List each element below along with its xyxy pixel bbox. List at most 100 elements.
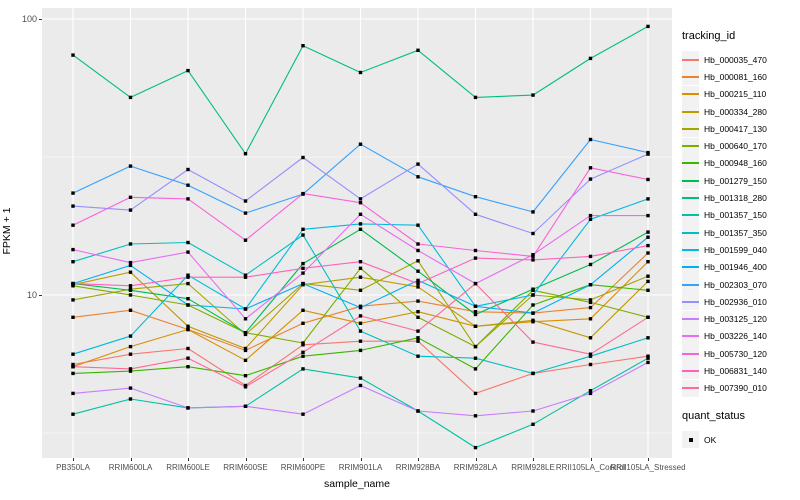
data-point	[358, 383, 363, 388]
legend-item-label: Hb_000035_470	[704, 54, 767, 65]
data-point	[301, 281, 305, 286]
data-point	[186, 365, 190, 369]
data-point	[243, 385, 248, 389]
data-point	[128, 95, 133, 100]
data-point	[416, 242, 420, 246]
legend-item: Hb_000081_160	[682, 68, 767, 86]
data-point	[128, 344, 133, 349]
data-point	[588, 317, 593, 321]
data-point	[243, 317, 248, 321]
legend-item: Hb_002936_010	[682, 293, 767, 311]
data-point	[588, 217, 593, 221]
data-point	[186, 281, 190, 286]
y-tick-mark	[39, 295, 42, 296]
data-point	[588, 391, 593, 396]
data-point	[358, 266, 363, 270]
legend-item: Hb_001946_400	[682, 258, 767, 276]
data-point	[646, 243, 650, 248]
data-point	[416, 354, 420, 358]
y-tick-mark	[39, 19, 42, 20]
legend-item: Hb_005730_120	[682, 345, 767, 363]
legend-key-box	[682, 241, 699, 259]
legend-item-label: Hb_001357_350	[704, 227, 767, 238]
data-point	[128, 308, 133, 312]
data-point	[646, 356, 650, 360]
data-point	[473, 248, 478, 253]
legend-key-box	[682, 362, 699, 380]
data-point	[186, 303, 190, 307]
data-point	[358, 212, 363, 216]
data-point	[358, 348, 363, 353]
legend-key-box	[682, 327, 699, 345]
data-point	[473, 212, 478, 216]
data-point	[416, 329, 420, 333]
legend-item-label: Hb_003125_120	[704, 314, 767, 325]
data-point	[301, 261, 305, 266]
legend-item: Hb_000035_470	[682, 51, 767, 69]
plot-area	[42, 8, 672, 458]
data-point	[416, 285, 420, 289]
data-point	[416, 336, 420, 340]
data-point	[473, 367, 478, 371]
x-tick-label: RRII105LA_Control	[555, 463, 626, 472]
data-point	[301, 350, 305, 354]
x-tick-mark	[130, 458, 132, 461]
data-point	[71, 352, 75, 356]
line-swatch-icon	[682, 162, 699, 165]
data-point	[301, 343, 305, 347]
legend-item: Hb_001357_150	[682, 206, 767, 224]
legend-key-box	[682, 137, 699, 155]
data-point	[186, 297, 190, 301]
data-point	[416, 281, 420, 286]
data-point	[358, 197, 363, 201]
legend-item-label: Hb_000081_160	[704, 71, 767, 82]
data-point	[531, 340, 535, 344]
data-point	[531, 318, 535, 322]
data-point	[416, 259, 420, 263]
legend-item: Hb_001279_150	[682, 172, 767, 190]
data-point	[646, 197, 650, 201]
data-point	[301, 266, 305, 270]
data-point	[588, 262, 593, 267]
data-point	[416, 299, 420, 303]
data-point	[71, 204, 75, 208]
x-tick-label: RRIM600PE	[280, 463, 326, 472]
data-point	[186, 406, 190, 410]
data-point	[646, 288, 650, 292]
line-swatch-icon	[682, 145, 699, 148]
x-tick-mark	[245, 458, 247, 461]
data-point	[358, 305, 363, 310]
data-point	[646, 251, 650, 255]
data-point	[646, 230, 650, 234]
data-point	[473, 312, 478, 317]
data-point	[128, 288, 133, 292]
data-point	[186, 197, 190, 201]
data-point	[473, 256, 478, 260]
data-point	[301, 44, 305, 48]
data-point	[186, 250, 190, 254]
data-point	[128, 164, 133, 168]
data-point	[473, 310, 478, 314]
x-tick-label: RRIM901LA	[338, 463, 383, 472]
data-point	[243, 348, 248, 353]
data-point	[588, 56, 593, 61]
data-point	[243, 332, 248, 337]
data-point	[71, 284, 75, 288]
legend-item: Hb_000215_110	[682, 85, 767, 103]
legend-key-box	[682, 258, 699, 276]
data-point	[301, 233, 305, 237]
data-point	[531, 409, 535, 413]
x-axis-title: sample_name	[324, 478, 390, 490]
legend-item-label: Hb_000640_170	[704, 141, 767, 152]
data-point	[531, 93, 535, 97]
data-point	[358, 142, 363, 146]
data-point	[473, 95, 478, 100]
data-point	[646, 360, 650, 365]
data-point	[358, 201, 363, 205]
data-point	[646, 354, 650, 358]
legend-item-label: Hb_001318_280	[704, 193, 767, 204]
legend-item-label: Hb_000948_160	[704, 158, 767, 169]
data-point	[301, 354, 305, 358]
x-tick-mark	[648, 458, 649, 461]
x-tick-mark	[533, 458, 534, 461]
